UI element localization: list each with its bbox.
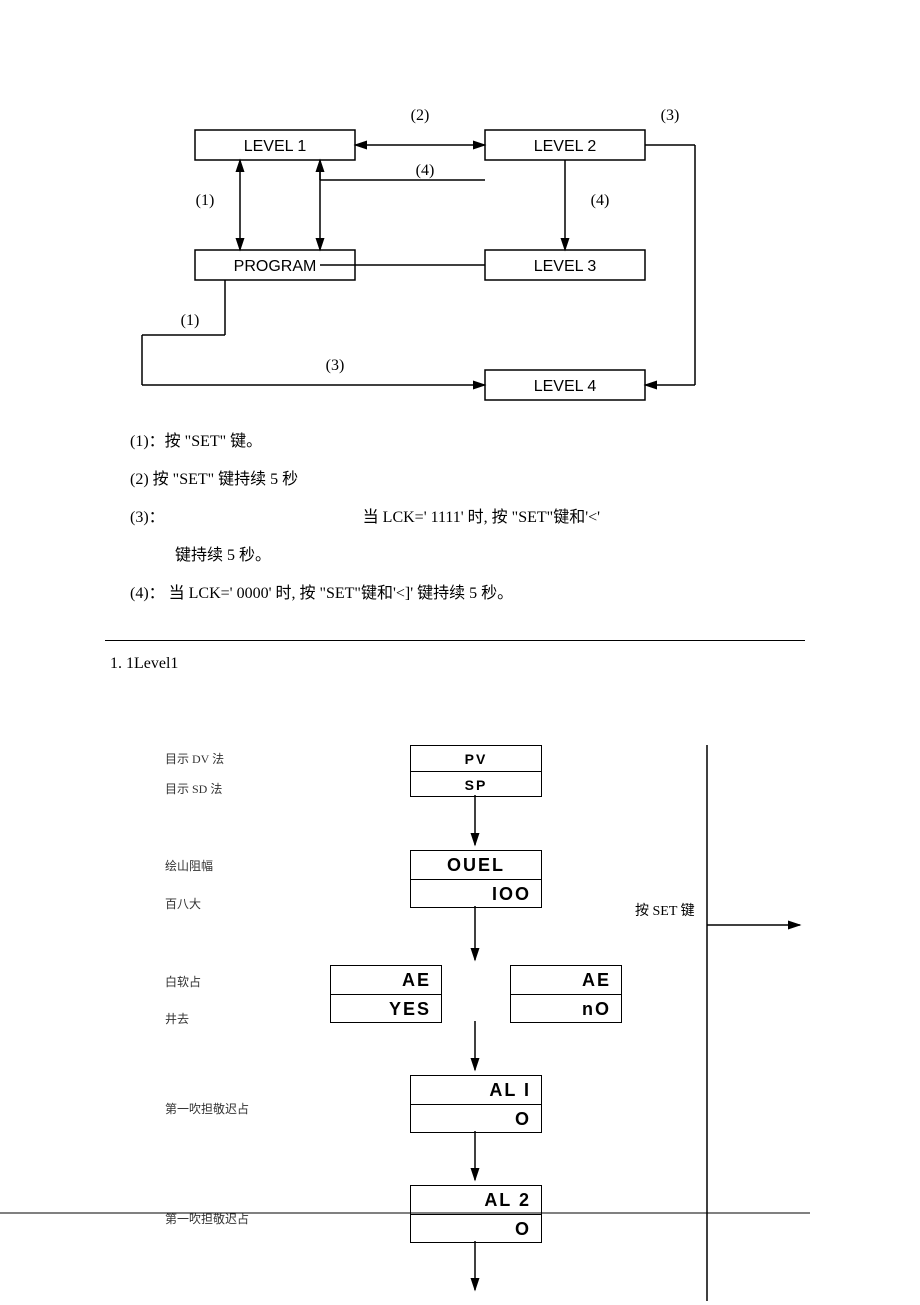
level1-diagram: 目示 DV 法 目示 SD 法 绘山阻幅 百八大 白软占 井去 第一吹担敬迟占 … <box>110 745 810 1305</box>
note-4: (4)： 当 LCK=' 0000' 时, 按 "SET"键和'<]' 键持续 … <box>130 578 770 610</box>
note-2: (2) 按 "SET" 键持续 5 秒 <box>130 464 770 496</box>
note-1: (1)：按 "SET" 键。 <box>130 426 770 458</box>
note-3-line1: (3)： 当 LCK=' 1111' 时, 按 "SET"键和'<' <box>130 502 770 534</box>
note-3-prefix: (3)： <box>130 509 165 526</box>
flowchart-top: LEVEL 1 LEVEL 2 PROGRAM LEVEL 3 LEVEL 4 … <box>135 100 705 400</box>
node-level1-label: LEVEL 1 <box>244 138 307 155</box>
edge-label-1b: (1) <box>181 312 200 329</box>
node-level2-label: LEVEL 2 <box>534 138 597 155</box>
note-3-line2: 键持续 5 秒。 <box>130 540 770 572</box>
node-program-label: PROGRAM <box>234 258 317 275</box>
notes-block: (1)：按 "SET" 键。 (2) 按 "SET" 键持续 5 秒 (3)： … <box>130 420 770 616</box>
edge-label-1: (1) <box>196 192 215 209</box>
edge-label-4b: (4) <box>591 192 610 209</box>
divider-line <box>105 640 805 641</box>
flowchart-svg: LEVEL 1 LEVEL 2 PROGRAM LEVEL 3 LEVEL 4 … <box>135 100 735 420</box>
edge-label-3b: (3) <box>326 357 345 374</box>
edge-label-4a: (4) <box>416 162 435 179</box>
level1-lines <box>110 745 810 1305</box>
section-title: 1. 1Level1 <box>110 655 178 673</box>
node-level3-label: LEVEL 3 <box>534 258 597 275</box>
edge-label-2: (2) <box>411 107 430 124</box>
note-3-post: 当 LCK=' 1111' 时, 按 "SET"键和'<' <box>363 509 600 526</box>
node-level4-label: LEVEL 4 <box>534 378 597 395</box>
edge-label-3: (3) <box>661 107 680 124</box>
